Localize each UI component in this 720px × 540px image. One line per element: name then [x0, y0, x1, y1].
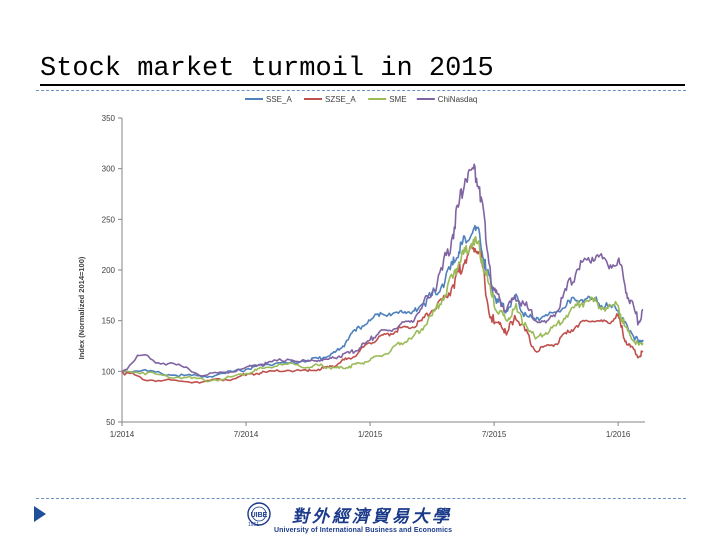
- legend-label: SZSE_A: [325, 95, 356, 104]
- x-tick-label: 1/2016: [606, 430, 631, 439]
- y-tick-label: 200: [102, 266, 116, 275]
- svg-text:UIBE: UIBE: [251, 512, 268, 519]
- series-line-sme: [121, 236, 644, 383]
- series-line-chinasdaq: [121, 163, 644, 377]
- x-tick-label: 1/2014: [110, 430, 135, 439]
- y-tick-label: 50: [106, 418, 115, 427]
- legend-label: SME: [389, 95, 406, 104]
- series-line-szse_a: [121, 243, 644, 384]
- chart-legend: SSE_A SZSE_A SME ChiNasdaq: [245, 95, 477, 104]
- y-tick-label: 350: [102, 114, 116, 123]
- chart-axes: 50 100 150 200 250 300 350 1/2014 7/2014 1/2015 7/…: [102, 114, 645, 439]
- bottom-dashed-divider: [36, 498, 686, 499]
- x-tick-label: 1/2015: [358, 430, 383, 439]
- next-slide-arrow-icon[interactable]: [34, 506, 46, 522]
- x-tick-label: 7/2014: [234, 430, 259, 439]
- title-underline: [40, 84, 685, 86]
- y-tick-label: 300: [102, 165, 116, 174]
- chart-lines: [121, 163, 644, 384]
- x-tick-label: 7/2015: [482, 430, 507, 439]
- y-tick-label: 100: [102, 367, 116, 376]
- legend-label: SSE_A: [266, 95, 292, 104]
- y-tick-label: 150: [102, 317, 116, 326]
- emblem-icon: UIBE: [247, 502, 271, 526]
- legend-label: ChiNasdaq: [438, 95, 478, 104]
- logo-year: 1951: [248, 522, 260, 528]
- university-logo: UIBE 1951 對外經濟貿易大學 University of Interna…: [244, 500, 484, 536]
- y-axis-label: Index (Normalized 2014=100): [77, 256, 86, 359]
- y-tick-label: 250: [102, 215, 116, 224]
- logo-chinese-name: 對外經濟貿易大學: [292, 507, 452, 527]
- slide-title: Stock market turmoil in 2015: [40, 54, 494, 84]
- series-line-sse_a: [121, 224, 644, 379]
- logo-english-name: University of International Business and…: [274, 527, 453, 534]
- top-dashed-divider: [36, 90, 686, 91]
- line-chart: SSE_A SZSE_A SME ChiNasdaq 50 100 150 200 250 30…: [77, 95, 645, 439]
